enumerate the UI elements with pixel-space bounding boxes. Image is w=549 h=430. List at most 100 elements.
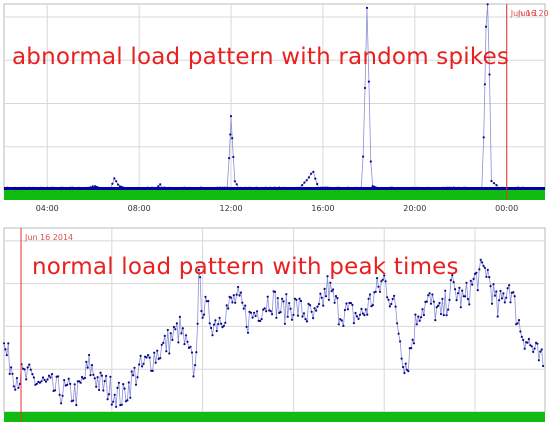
data-point bbox=[60, 402, 63, 405]
data-point bbox=[499, 289, 502, 293]
data-point bbox=[466, 297, 469, 301]
data-point bbox=[196, 322, 199, 325]
data-point bbox=[411, 338, 414, 341]
data-point bbox=[35, 382, 39, 385]
abnormal-load-chart-panel: 04:00 08:00 12:00 16:00 20:00 00:00 Jun 16 201… bbox=[0, 0, 549, 214]
x-tick-label: 08:00 bbox=[128, 204, 151, 213]
data-point bbox=[441, 297, 444, 300]
data-point bbox=[301, 184, 304, 187]
data-point bbox=[23, 368, 26, 371]
data-point bbox=[301, 315, 304, 318]
data-point bbox=[239, 291, 242, 294]
data-point bbox=[364, 308, 367, 311]
data-point bbox=[276, 297, 279, 300]
data-point bbox=[133, 366, 136, 369]
data-point bbox=[38, 381, 42, 384]
data-point bbox=[166, 328, 169, 332]
data-point bbox=[439, 312, 443, 316]
data-point bbox=[488, 276, 491, 279]
data-point bbox=[151, 369, 154, 372]
data-point bbox=[307, 176, 310, 179]
data-point bbox=[115, 180, 118, 183]
data-point bbox=[400, 357, 403, 360]
data-point bbox=[412, 342, 416, 345]
data-point bbox=[363, 314, 366, 317]
data-point bbox=[256, 310, 259, 313]
data-point bbox=[15, 377, 18, 380]
data-point bbox=[316, 305, 319, 308]
data-point bbox=[367, 80, 370, 83]
data-point bbox=[512, 291, 515, 294]
data-point bbox=[122, 383, 125, 386]
data-point bbox=[374, 290, 377, 293]
data-point bbox=[58, 393, 61, 396]
data-point bbox=[282, 300, 285, 303]
data-point bbox=[181, 327, 184, 330]
data-point bbox=[113, 177, 116, 180]
baseline-bar bbox=[4, 187, 545, 190]
data-point bbox=[405, 368, 408, 371]
data-point bbox=[275, 316, 278, 319]
data-point bbox=[163, 334, 166, 337]
data-point bbox=[194, 364, 197, 367]
data-point bbox=[233, 180, 236, 183]
data-point bbox=[178, 315, 181, 318]
data-point bbox=[283, 322, 286, 325]
data-point bbox=[312, 170, 315, 173]
data-point bbox=[112, 400, 115, 403]
data-point bbox=[232, 155, 235, 159]
data-point bbox=[482, 264, 485, 267]
data-point bbox=[184, 334, 188, 337]
data-point bbox=[235, 293, 238, 296]
data-point bbox=[391, 297, 394, 301]
plot-area bbox=[3, 3, 546, 191]
data-point bbox=[200, 309, 203, 313]
data-point bbox=[415, 323, 418, 326]
data-point bbox=[495, 290, 498, 293]
data-point bbox=[386, 296, 389, 299]
data-point bbox=[229, 296, 233, 299]
data-point bbox=[427, 294, 430, 297]
data-point bbox=[304, 318, 307, 321]
data-point bbox=[520, 335, 523, 338]
data-point bbox=[444, 289, 447, 292]
data-point bbox=[351, 303, 354, 306]
data-point bbox=[138, 363, 141, 366]
data-point bbox=[323, 287, 326, 290]
data-point bbox=[175, 322, 178, 325]
data-point bbox=[88, 353, 91, 357]
data-point bbox=[49, 376, 52, 379]
data-point bbox=[496, 315, 499, 318]
data-point bbox=[533, 347, 536, 350]
data-point bbox=[295, 298, 298, 301]
data-point bbox=[502, 292, 505, 295]
data-point bbox=[5, 354, 8, 357]
data-point bbox=[530, 345, 533, 348]
data-point bbox=[425, 300, 428, 303]
data-point bbox=[139, 354, 142, 357]
data-point bbox=[41, 376, 45, 379]
data-point bbox=[126, 399, 129, 402]
data-point bbox=[12, 385, 15, 388]
data-point bbox=[317, 302, 321, 306]
data-point bbox=[281, 297, 284, 300]
data-point bbox=[211, 334, 214, 337]
data-point bbox=[72, 399, 75, 402]
data-point bbox=[253, 311, 256, 314]
data-point bbox=[237, 285, 240, 289]
data-point bbox=[186, 340, 189, 343]
abnormal-load-chart: 04:00 08:00 12:00 16:00 20:00 00:00 Jun 16 201… bbox=[3, 3, 549, 213]
data-point bbox=[310, 310, 313, 313]
data-point bbox=[455, 299, 458, 302]
data-point bbox=[314, 177, 317, 180]
data-point bbox=[130, 370, 133, 373]
data-point bbox=[476, 289, 479, 292]
data-point bbox=[315, 309, 318, 312]
data-point bbox=[86, 366, 89, 369]
data-point bbox=[326, 275, 329, 278]
data-point bbox=[220, 322, 223, 325]
data-point bbox=[355, 315, 359, 318]
data-point bbox=[342, 324, 345, 327]
data-point bbox=[197, 268, 200, 272]
data-point bbox=[420, 316, 423, 319]
